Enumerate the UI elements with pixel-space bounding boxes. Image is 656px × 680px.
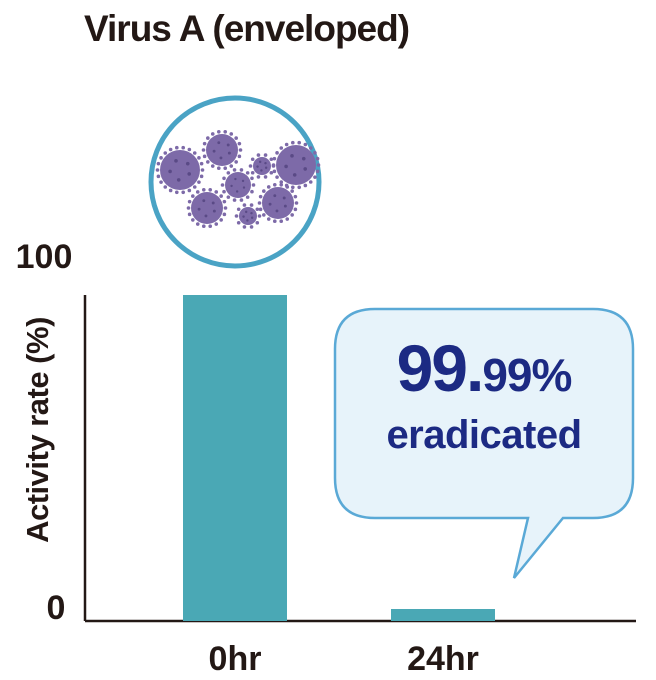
bar-24hr — [391, 609, 495, 621]
chart-title: Virus A (enveloped) — [84, 8, 410, 49]
callout-bubble — [333, 307, 635, 579]
virus-particles-icon — [148, 95, 322, 269]
callout-annotation: 99.99% eradicated — [337, 330, 631, 457]
bar-0hr — [183, 295, 287, 621]
eradicated-label: eradicated — [386, 413, 582, 457]
x-tick-label-24hr: 24hr — [407, 640, 479, 678]
eradication-percentage: 99.99% — [396, 331, 573, 405]
y-tick-label-min: 0 — [47, 589, 66, 627]
y-tick-label-max: 100 — [16, 238, 73, 276]
x-tick-label-0hr: 0hr — [209, 640, 262, 678]
